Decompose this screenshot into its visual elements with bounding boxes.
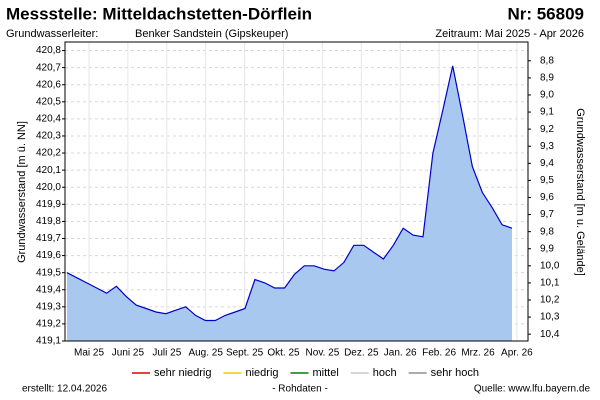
y-tick-label: 419,2 [36,319,61,330]
y-tick-label: 419,6 [36,250,61,261]
line [66,65,513,322]
y-tick-label: 420,2 [36,148,61,159]
aquifer-label: Grundwasserleiter: [6,28,98,40]
y2-tick-label: 9,9 [540,243,554,254]
aquifer: Benker Sandstein (Gipskeuper) [135,28,288,40]
x-tick-label: Jan. 26 [384,348,417,359]
legend-label: sehr hoch [431,367,479,379]
y2-tick-label: 9,6 [540,192,554,203]
note: - Rohdaten - [272,384,328,395]
y-tick-label: 419,5 [36,267,61,278]
y2-tick-label: 10,1 [540,278,560,289]
y-axis-label: Grundwasserstand [m ü. NN] [16,121,28,263]
y-tick-label: 420,6 [36,79,61,90]
created: erstellt: 12.04.2026 [22,384,107,395]
y2-tick-label: 10,3 [540,312,560,323]
legend-label: niedrig [245,367,278,379]
y-tick-label: 420,3 [36,131,61,142]
y2-tick-label: 9,8 [540,226,554,237]
y2-axis-label: Grundwasserstand [m u. Gelände] [574,108,586,276]
x-tick-label: Dez. 25 [344,348,379,359]
x-tick-label: Sept. 25 [226,348,264,359]
y2-tick-label: 9,5 [540,175,554,186]
legend-label: sehr niedrig [154,367,211,379]
x-tick-label: Feb. 26 [422,348,456,359]
y-tick-label: 419,3 [36,301,61,312]
y-tick-label: 419,4 [36,284,61,295]
x-tick-label: Mrz. 26 [461,348,495,359]
y-tick-label: 420,7 [36,62,61,73]
y-tick-label: 420,4 [36,114,61,125]
y2-tick-label: 9,4 [540,158,554,169]
source: Quelle: www.lfu.bayern.de [474,384,591,395]
y2-tick-label: 9,0 [540,90,554,101]
period: Zeitraum: Mai 2025 - Apr 2026 [435,28,584,40]
y-tick-label: 420,8 [36,45,61,56]
station-number: Nr: 56809 [507,4,584,23]
legend-label: hoch [373,367,397,379]
x-tick-label: Juli 25 [152,348,181,359]
x-tick-label: Mai 25 [74,348,104,359]
y2-tick-label: 9,1 [540,107,554,118]
y2-tick-label: 9,2 [540,124,554,135]
y2-tick-label: 10,4 [540,329,560,340]
y-tick-label: 420,1 [36,165,61,176]
x-tick-label: Apr. 26 [501,348,533,359]
y2-tick-label: 10,0 [540,260,560,271]
chart-title: Messstelle: Mitteldachstetten-Dörflein [6,4,312,23]
legend-label: mittel [313,367,339,379]
x-tick-label: Aug. 25 [188,348,223,359]
y-tick-label: 419,1 [36,336,61,347]
y-tick-label: 419,7 [36,233,61,244]
plot-frame [64,41,529,342]
y-tick-label: 420,0 [36,182,61,193]
x-tick-label: Okt. 25 [267,348,300,359]
x-tick-label: Nov. 25 [306,348,340,359]
y2-tick-label: 9,3 [540,141,554,152]
y2-tick-label: 8,8 [540,55,554,66]
y2-tick-label: 10,2 [540,295,560,306]
y-tick-label: 420,5 [36,96,61,107]
area [67,65,512,342]
y2-tick-label: 8,9 [540,73,554,84]
y-tick-label: 419,8 [36,216,61,227]
y-tick-label: 419,9 [36,199,61,210]
y2-tick-label: 9,7 [540,209,554,220]
x-tick-label: Juni 25 [112,348,145,359]
